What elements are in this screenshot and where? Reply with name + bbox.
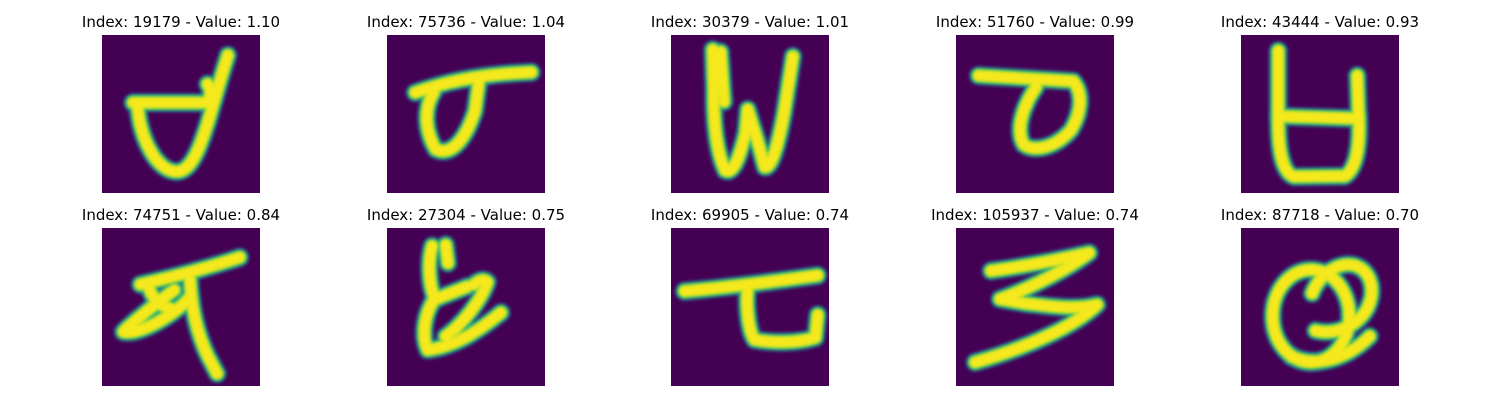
panel-image [671, 228, 829, 386]
panel-title: Index: 43444 - Value: 0.93 [1220, 13, 1420, 31]
panel-image [1241, 35, 1399, 193]
panel-2: Index: 75736 - Value: 1.04 [366, 13, 566, 193]
panel-title: Index: 105937 - Value: 0.74 [931, 206, 1139, 224]
panel-title: Index: 51760 - Value: 0.99 [935, 13, 1135, 31]
panel-title: Index: 75736 - Value: 1.04 [366, 13, 566, 31]
panel-title: Index: 30379 - Value: 1.01 [650, 13, 850, 31]
panel-image [387, 35, 545, 193]
panel-9: Index: 105937 - Value: 0.74 [931, 206, 1139, 386]
panel-4: Index: 51760 - Value: 0.99 [935, 13, 1135, 193]
panel-6: Index: 74751 - Value: 0.84 [81, 206, 281, 386]
panel-title: Index: 74751 - Value: 0.84 [81, 206, 281, 224]
panel-5: Index: 43444 - Value: 0.93 [1220, 13, 1420, 193]
panel-image [671, 35, 829, 193]
panel-title: Index: 19179 - Value: 1.10 [81, 13, 281, 31]
panel-title: Index: 87718 - Value: 0.70 [1220, 206, 1420, 224]
panel-image [956, 35, 1114, 193]
panel-image [1241, 228, 1399, 386]
panel-image [387, 228, 545, 386]
panel-image [102, 35, 260, 193]
panel-3: Index: 30379 - Value: 1.01 [650, 13, 850, 193]
panel-10: Index: 87718 - Value: 0.70 [1220, 206, 1420, 386]
panel-image [102, 228, 260, 386]
panel-8: Index: 69905 - Value: 0.74 [650, 206, 850, 386]
panel-image [956, 228, 1114, 386]
panel-7: Index: 27304 - Value: 0.75 [366, 206, 566, 386]
panel-title: Index: 69905 - Value: 0.74 [650, 206, 850, 224]
panel-title: Index: 27304 - Value: 0.75 [366, 206, 566, 224]
panel-1: Index: 19179 - Value: 1.10 [81, 13, 281, 193]
